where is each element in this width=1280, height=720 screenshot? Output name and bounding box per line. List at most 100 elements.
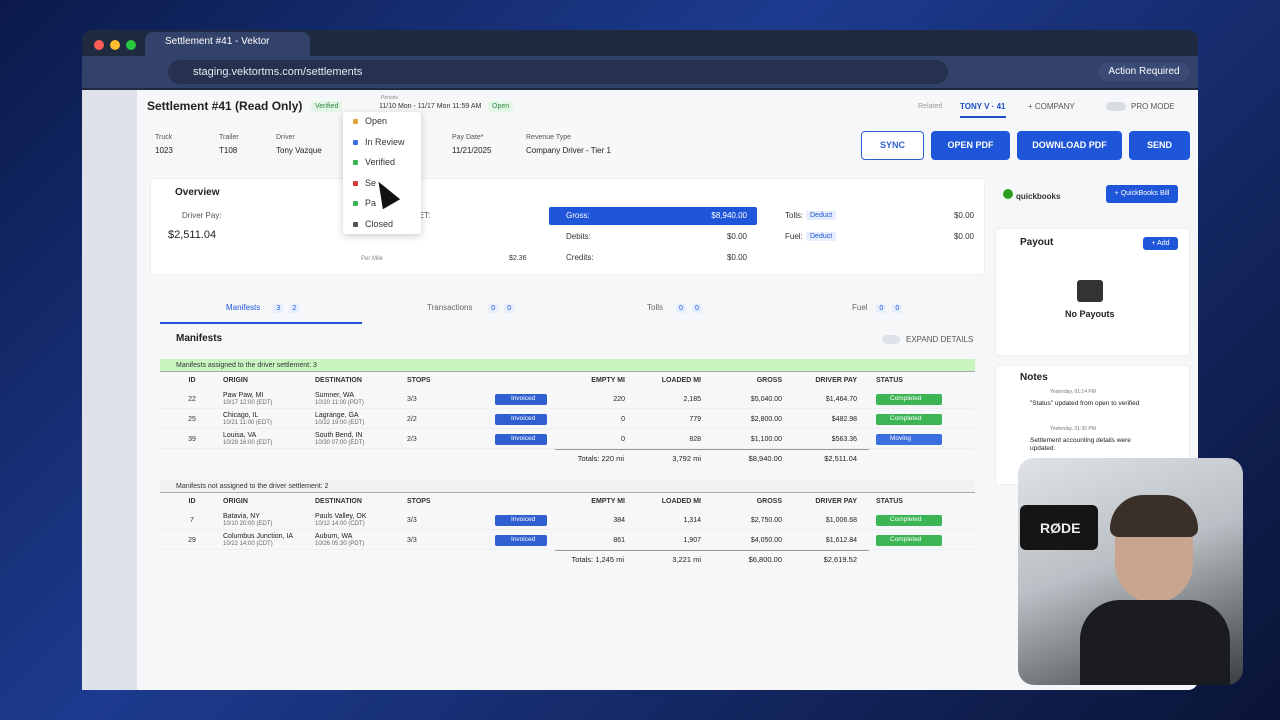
total: Totals: 1,245 mi	[571, 555, 624, 564]
column-header: LOADED MI	[661, 377, 701, 384]
total: 3,792 mi	[672, 454, 701, 463]
cell-number: $2,800.00	[750, 416, 782, 423]
field-value[interactable]: T108	[219, 146, 238, 155]
cell-id: 22	[188, 396, 196, 403]
field-value[interactable]: 1023	[155, 146, 173, 155]
payout-icon	[1077, 280, 1103, 302]
cell-number: 2,185	[683, 396, 701, 403]
add-button[interactable]: + Add	[1143, 237, 1178, 250]
field-label: Trailer	[219, 134, 239, 141]
status-option[interactable]: Verified	[365, 157, 396, 167]
section-caption: Manifests not assigned to the driver set…	[160, 480, 975, 493]
action-button[interactable]: SYNC	[861, 131, 924, 160]
cell-origin-date: 10/10 20:00 (EDT)	[223, 521, 273, 527]
column-header: STATUS	[876, 377, 903, 384]
overview-value: $0.00	[953, 211, 974, 220]
url[interactable]: staging.vektortms.com/settlements	[193, 66, 363, 78]
section-caption: Manifests assigned to the driver settlem…	[160, 359, 975, 372]
status-option[interactable]: In Review	[365, 136, 405, 147]
tab-count: 0	[876, 304, 887, 313]
related-driver[interactable]: TONY V · 41	[960, 103, 1006, 118]
cell-number: 861	[613, 537, 625, 544]
total: $2,619.52	[823, 555, 857, 564]
qb-button[interactable]: + QuickBooks Bill	[1106, 185, 1178, 203]
column-header: ORIGIN	[223, 377, 248, 384]
cell-number: $1,100.00	[750, 436, 782, 443]
tab-title[interactable]: Settlement #41 - Vektor	[165, 36, 270, 47]
action-required[interactable]: Action Required	[1098, 63, 1190, 81]
invoice-badge: Invoiced	[495, 414, 547, 425]
deduct-tag: Deduct	[806, 232, 837, 241]
pro-mode-toggle[interactable]	[1106, 102, 1126, 111]
tab[interactable]: Manifests	[226, 303, 261, 312]
status-option[interactable]: Pa	[365, 198, 377, 208]
status-dot	[353, 221, 358, 227]
cell-origin: Chicago, IL	[223, 412, 259, 419]
column-header: GROSS	[756, 498, 782, 505]
cell-number: $1,006.68	[825, 517, 857, 524]
field-label: Truck	[155, 134, 173, 141]
cell-id: 39	[188, 436, 196, 443]
cell-number: 384	[613, 517, 625, 524]
overview-value: $0.00	[953, 232, 974, 241]
invoice-badge: Invoiced	[495, 535, 547, 546]
company[interactable]: + COMPANY	[1028, 102, 1075, 111]
overview-value: $8,940.00	[711, 211, 747, 220]
cell-origin: Louisa, VA	[223, 432, 257, 439]
column-header: EMPTY MI	[591, 377, 625, 384]
total: $2,511.04	[824, 454, 857, 463]
status-badge[interactable]: Moving	[876, 434, 942, 445]
row-divider	[160, 428, 975, 429]
cell-number: $4,050.00	[750, 537, 782, 544]
cell-destination: Sumner, WA	[315, 392, 355, 399]
notes-title: Notes	[1020, 372, 1048, 383]
period-status: Open	[488, 101, 514, 112]
active-tab[interactable]	[145, 32, 310, 56]
cell-stops: 2/2	[407, 416, 417, 423]
status-badge[interactable]: Completed	[876, 394, 942, 405]
tab[interactable]: Tolls	[647, 303, 664, 312]
action-button[interactable]: DOWNLOAD PDF	[1017, 131, 1122, 160]
cell-number: $1,612.84	[825, 537, 857, 544]
status-badge[interactable]: Completed	[876, 535, 942, 546]
field-value[interactable]: 11/21/2025	[452, 146, 492, 155]
pro-mode: PRO MODE	[1131, 102, 1175, 111]
field-value[interactable]: Company Driver - Tier 1	[526, 146, 611, 155]
driver-pay-label: Driver Pay:	[182, 211, 222, 220]
status-badge[interactable]: Verified	[311, 101, 343, 112]
tab[interactable]: Fuel	[852, 303, 868, 312]
tab[interactable]: Transactions	[427, 303, 473, 312]
cell-number: 779	[689, 416, 701, 423]
status-option[interactable]: Se	[365, 177, 377, 188]
column-header: DESTINATION	[315, 498, 362, 505]
status-menu	[343, 112, 421, 234]
period[interactable]: 11/10 Mon - 11/17 Mon 11:59 AM	[379, 103, 482, 110]
status-option[interactable]: Open	[365, 116, 388, 126]
column-header: ORIGIN	[223, 498, 248, 505]
status-dot	[353, 119, 358, 124]
page-title: Settlement #41 (Read Only)	[147, 99, 303, 113]
status-badge[interactable]: Completed	[876, 414, 942, 425]
cell-destination: Lagrange, GA	[315, 412, 359, 419]
status-badge[interactable]: Completed	[876, 515, 942, 526]
action-button[interactable]: SEND	[1129, 131, 1190, 160]
field-value[interactable]: Tony Vazque	[276, 146, 322, 155]
status-option[interactable]: Closed	[365, 218, 394, 229]
cell-destination: Auburn, WA	[315, 533, 353, 540]
cell-id: 25	[188, 416, 196, 423]
field-label: Pay Date*	[452, 134, 484, 141]
tab-count: 3	[273, 304, 284, 313]
address-bar[interactable]	[168, 60, 948, 84]
cell-origin-date: 10/21 11:00 (EDT)	[223, 420, 272, 426]
expand-toggle[interactable]	[882, 335, 900, 344]
action-button[interactable]: OPEN PDF	[931, 131, 1010, 160]
total: Totals: 220 mi	[577, 454, 624, 463]
overview-label: Gross:	[566, 211, 590, 220]
column-header: GROSS	[756, 377, 782, 384]
cell-stops: 3/3	[407, 537, 417, 544]
overview-title: Overview	[175, 187, 220, 198]
status-dot	[353, 160, 358, 165]
cell-number: 828	[689, 436, 701, 443]
cell-origin: Paw Paw, MI	[223, 392, 264, 399]
